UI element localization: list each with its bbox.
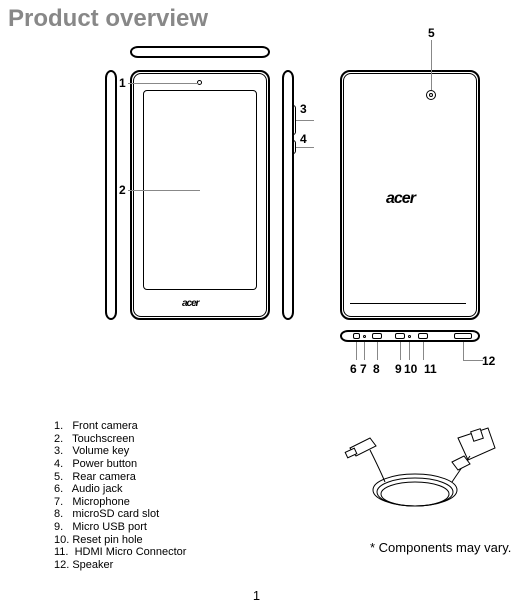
- parts-list: 1. Front camera 2. Touchscreen 3. Volume…: [54, 420, 186, 572]
- callout-12: 12: [482, 354, 495, 368]
- part-item: 8. microSD card slot: [54, 508, 186, 521]
- part-item: 9. Micro USB port: [54, 521, 186, 534]
- lead-6: [356, 342, 357, 360]
- port-7: [363, 335, 366, 338]
- left-side-view: [105, 70, 117, 320]
- port-12: [454, 333, 472, 339]
- lead-7: [364, 342, 365, 360]
- callout-5: 5: [428, 26, 435, 40]
- port-6: [353, 333, 360, 339]
- port-11: [418, 333, 428, 339]
- port-9: [395, 333, 405, 339]
- lead-12v: [463, 342, 464, 360]
- accessories-illustration: [340, 420, 500, 530]
- lead-9: [400, 342, 401, 360]
- callout-8: 8: [373, 362, 380, 376]
- lead-1: [128, 83, 198, 84]
- part-item: 7. Microphone: [54, 496, 186, 509]
- callout-7: 7: [360, 362, 367, 376]
- page-title: Product overview: [8, 5, 208, 33]
- part-item: 2. Touchscreen: [54, 433, 186, 446]
- brand-back: acer: [386, 190, 415, 208]
- part-item: 4. Power button: [54, 458, 186, 471]
- port-10: [408, 335, 411, 338]
- lead-2: [128, 190, 200, 191]
- part-item: 5. Rear camera: [54, 471, 186, 484]
- callout-9: 9: [395, 362, 402, 376]
- back-port-strip: [350, 303, 466, 313]
- lead-3: [296, 120, 314, 121]
- part-item: 11. HDMI Micro Connector: [54, 546, 186, 559]
- callout-4: 4: [300, 132, 307, 146]
- page-number: 1: [0, 588, 513, 603]
- callout-2: 2: [119, 183, 126, 197]
- accessories-svg: [340, 420, 500, 530]
- top-edge-view: [130, 46, 270, 58]
- callout-1: 1: [119, 76, 126, 90]
- components-note: * Components may vary.: [370, 540, 511, 555]
- callout-10: 10: [404, 362, 417, 376]
- brand-front: acer: [182, 298, 199, 309]
- part-item: 10. Reset pin hole: [54, 534, 186, 547]
- lead-11: [423, 342, 424, 360]
- lead-4: [296, 147, 314, 148]
- port-8: [372, 333, 382, 339]
- part-item: 6. Audio jack: [54, 483, 186, 496]
- lead-10: [409, 342, 410, 360]
- lead-12h: [463, 360, 483, 361]
- part-item: 12. Speaker: [54, 559, 186, 572]
- lead-8: [377, 342, 378, 360]
- part-item: 3. Volume key: [54, 445, 186, 458]
- callout-11: 11: [424, 362, 437, 376]
- rear-camera-dot-inner: [429, 93, 433, 97]
- callout-6: 6: [350, 362, 357, 376]
- lead-5v: [431, 40, 432, 90]
- part-item: 1. Front camera: [54, 420, 186, 433]
- product-diagram: acer acer 1 2 3 4 5 6 7 8 9 10 11 12: [0, 40, 513, 370]
- callout-3: 3: [300, 102, 307, 116]
